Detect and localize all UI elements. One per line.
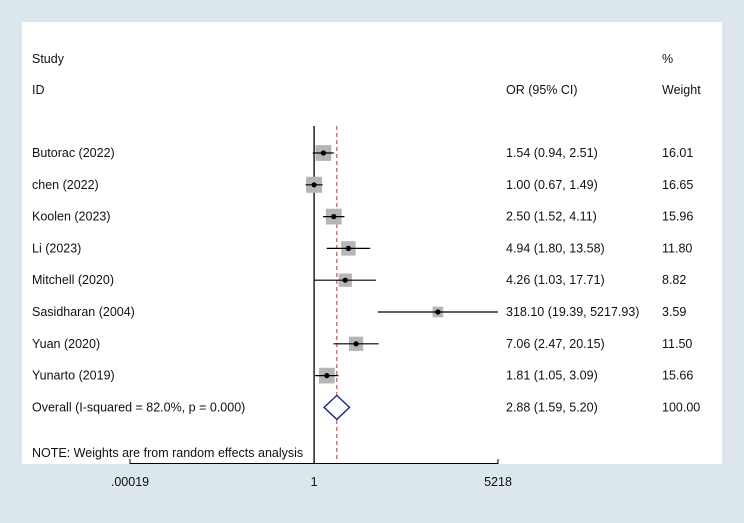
ci-text: 2.50 (1.52, 4.11): [506, 210, 597, 224]
study-label: chen (2022): [32, 178, 99, 192]
point-estimate: [345, 245, 352, 251]
axis-tick-label: 1: [311, 475, 318, 489]
point-estimate: [353, 341, 359, 347]
overall-label: Overall (I-squared = 82.0%, p = 0.000): [32, 400, 245, 414]
plot-panel: Study ID OR (95% CI) % Weight NOTE: Weig…: [22, 22, 722, 464]
header-weight: Weight: [662, 83, 701, 97]
ci-text: 1.81 (1.05, 3.09): [506, 369, 598, 383]
study-rows: Butorac (2022) 1.54 (0.94, 2.51) 16.01 chen…: [32, 145, 700, 421]
overall-ci-text: 2.88 (1.59, 5.20): [506, 400, 598, 414]
overall-row: Overall (I-squared = 82.0%, p = 0.000) 2.…: [32, 394, 700, 421]
weight-text: 8.82: [662, 273, 686, 287]
header-id: ID: [32, 83, 45, 97]
forest-plot: Study ID OR (95% CI) % Weight NOTE: Weig…: [32, 52, 701, 464]
ci-text: 1.00 (0.67, 1.49): [506, 178, 598, 192]
study-label: Yuan (2020): [32, 337, 100, 351]
ci-text: 7.06 (2.47, 20.15): [506, 337, 605, 351]
overall-diamond: [323, 394, 351, 421]
weight-text: 3.59: [662, 305, 686, 319]
note-text: NOTE: Weights are from random effects an…: [32, 446, 303, 460]
study-label: Li (2023): [32, 241, 81, 255]
ci-text: 4.26 (1.03, 17.71): [506, 273, 605, 287]
weight-text: 16.01: [662, 146, 693, 160]
overall-weight-text: 100.00: [662, 400, 700, 414]
study-row: chen (2022) 1.00 (0.67, 1.49) 16.65: [32, 176, 693, 193]
study-label: Koolen (2023): [32, 210, 111, 224]
study-label: Mitchell (2020): [32, 273, 114, 287]
study-row: Butorac (2022) 1.54 (0.94, 2.51) 16.01: [32, 145, 693, 161]
header-effect: OR (95% CI): [506, 83, 578, 97]
point-estimate: [324, 373, 330, 379]
ci-text: 4.94 (1.80, 13.58): [506, 241, 605, 255]
axis-tick-label: .00019: [111, 475, 149, 489]
point-estimate: [342, 277, 348, 283]
point-estimate: [311, 182, 317, 188]
weight-text: 11.50: [662, 337, 692, 351]
study-row: Sasidharan (2004) 318.10 (19.39, 5217.93)…: [32, 305, 686, 319]
weight-text: 11.80: [662, 241, 692, 255]
study-row: Mitchell (2020) 4.26 (1.03, 17.71) 8.82: [32, 273, 686, 287]
study-row: Koolen (2023) 2.50 (1.52, 4.11) 15.96: [32, 208, 693, 225]
point-estimate: [320, 150, 326, 156]
weight-text: 15.96: [662, 210, 693, 224]
study-label: Yunarto (2019): [32, 369, 115, 383]
study-row: Yunarto (2019) 1.81 (1.05, 3.09) 15.66: [32, 367, 693, 384]
weight-text: 15.66: [662, 369, 693, 383]
study-label: Butorac (2022): [32, 146, 115, 160]
study-label: Sasidharan (2004): [32, 305, 135, 319]
point-estimate: [435, 309, 441, 315]
weight-text: 16.65: [662, 178, 693, 192]
ci-text: 1.54 (0.94, 2.51): [506, 146, 598, 160]
header-study: Study: [32, 52, 65, 66]
ci-text: 318.10 (19.39, 5217.93): [506, 305, 639, 319]
point-estimate: [331, 214, 337, 220]
study-row: Yuan (2020) 7.06 (2.47, 20.15) 11.50: [32, 336, 692, 351]
study-row: Li (2023) 4.94 (1.80, 13.58) 11.80: [32, 241, 692, 256]
axis-tick-label: 5218: [484, 475, 512, 489]
header-weight-percent: %: [662, 52, 673, 66]
